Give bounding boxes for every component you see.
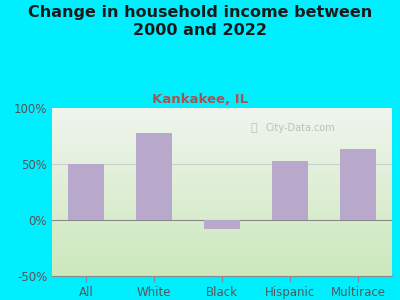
Bar: [136, 133, 172, 220]
Bar: [340, 149, 376, 220]
Bar: [204, 220, 240, 229]
Bar: [272, 160, 308, 220]
Text: ⦿: ⦿: [251, 123, 258, 133]
Text: Change in household income between
2000 and 2022: Change in household income between 2000 …: [28, 4, 372, 38]
Bar: [68, 164, 104, 220]
Text: City-Data.com: City-Data.com: [265, 123, 335, 133]
Text: Kankakee, IL: Kankakee, IL: [152, 93, 248, 106]
